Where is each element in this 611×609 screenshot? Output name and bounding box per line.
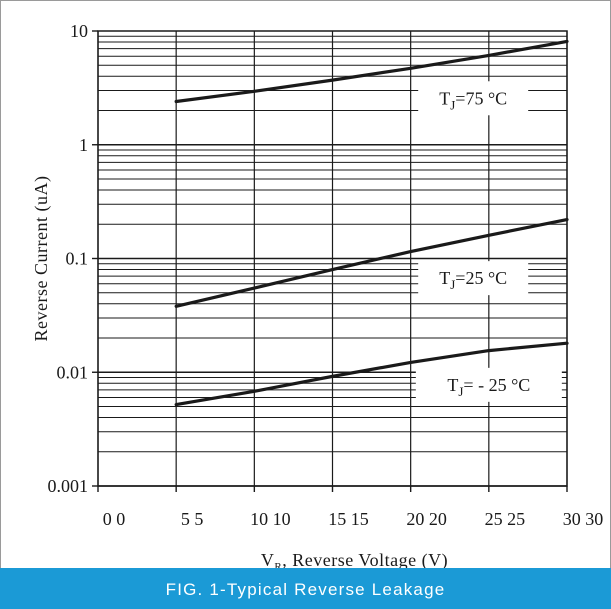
x-tick-label: 30 30 [563,509,604,529]
series-label-rest: =75 °C [455,88,507,108]
series-label-main: T [439,88,450,108]
y-tick-label: 0.1 [66,249,89,269]
y-tick-label: 10 [70,21,88,41]
figure-caption: FIG. 1-Typical Reverse Leakage [165,580,446,599]
caption-bar: FIG. 1-Typical Reverse Leakage [0,568,611,609]
x-axis-label-sub: R [274,561,282,569]
series-label-box [418,81,529,116]
series-label-sub: J [458,384,463,399]
series-labels: TJ=75 °CTJ=25 °CTJ= - 25 °C [415,81,562,402]
series-label-main: T [439,268,450,288]
series-curve [174,341,569,407]
series-label: TJ=25 °C [439,268,507,292]
series-label: TJ= - 25 °C [447,375,530,399]
y-tick-labels: 10 1 0.1 0.01 0.001 [48,21,98,496]
y-tick-label: 1 [79,135,88,155]
y-tick-label: 0.01 [57,362,89,382]
x-tick-label: 10 10 [250,509,291,529]
series-label: TJ=75 °C [439,88,507,112]
x-tick-label: 15 15 [328,509,369,529]
x-tick-label: 20 20 [406,509,447,529]
y-axis-label: Reverse Current (uA) [31,176,52,342]
series-label-rest: = - 25 °C [463,375,530,395]
series-curve [174,39,569,104]
series-label-box [418,261,529,296]
series-curve [174,217,569,308]
x-tick-label: 5 5 [181,509,204,529]
series-label-rest: =25 °C [455,268,507,288]
series-label-main: T [447,375,458,395]
y-tick-label: 0.001 [48,476,89,496]
x-axis-label-rest: , Reverse Voltage (V) [282,550,448,569]
x-tick-labels: 0 0 5 5 10 10 15 15 20 20 25 25 30 30 [97,486,604,529]
x-axis-label-main: V [261,550,275,569]
series-label-sub: J [450,97,455,112]
series-label-box [415,367,562,402]
x-tick-label: 0 0 [103,509,126,529]
x-axis-label: VR, Reverse Voltage (V) [261,550,448,569]
series-label-sub: J [450,277,455,292]
series-curves [174,39,569,407]
x-tick-label: 25 25 [485,509,526,529]
